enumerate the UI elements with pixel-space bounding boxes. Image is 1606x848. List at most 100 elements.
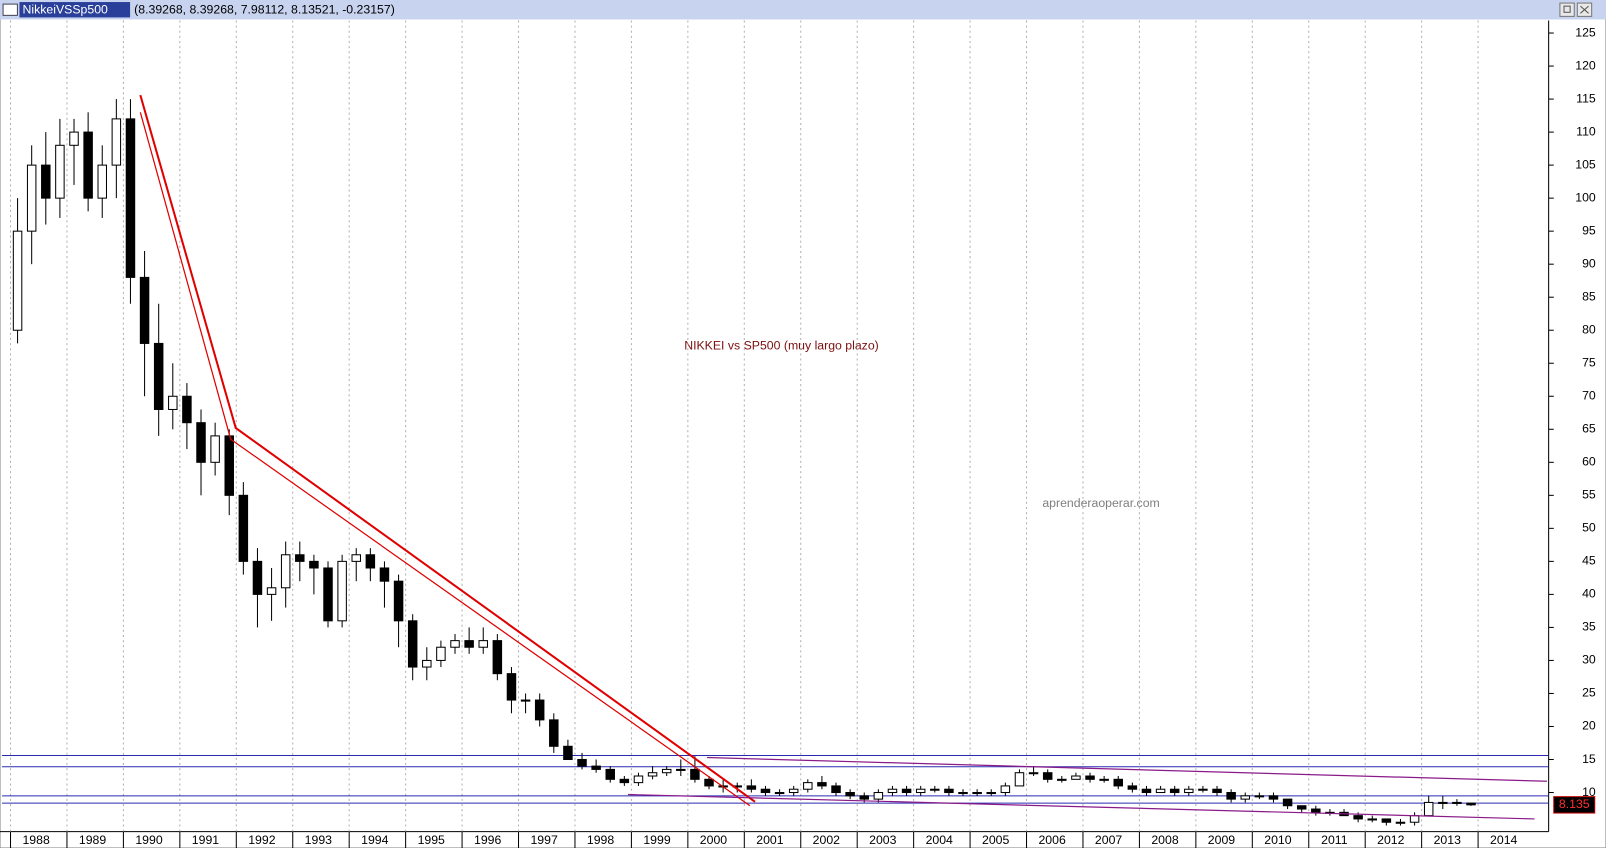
y-tick-label: 120 — [1575, 58, 1596, 72]
last-value-box — [1553, 796, 1596, 814]
candle-body — [1452, 801, 1462, 804]
maximize-button[interactable] — [1559, 2, 1575, 17]
candle-body — [55, 144, 65, 199]
y-tick-label: 35 — [1582, 620, 1596, 634]
candle-body — [1353, 815, 1363, 820]
candle-body — [422, 659, 432, 668]
candle-body — [351, 554, 361, 562]
candle-body — [633, 775, 644, 784]
candle-body — [661, 768, 672, 774]
candle-body — [182, 395, 192, 424]
candle-body — [1198, 788, 1208, 791]
candle-body — [1085, 775, 1095, 780]
y-tick-label: 15 — [1582, 752, 1596, 766]
candle-body — [238, 494, 249, 562]
x-tick-label: 2000 — [700, 833, 727, 847]
candle-body — [407, 620, 418, 668]
y-tick-label: 125 — [1575, 25, 1596, 39]
x-tick-label: 2013 — [1434, 833, 1461, 847]
chart-annotation: NIKKEI vs SP500 (muy largo plazo) — [684, 338, 879, 352]
x-tick-label: 2012 — [1377, 833, 1404, 847]
candle-body — [845, 792, 855, 797]
y-tick-label: 75 — [1582, 355, 1596, 369]
candle-body — [1466, 802, 1476, 806]
candle-body — [210, 435, 220, 463]
x-tick-label: 2003 — [869, 833, 896, 847]
candle-body — [1367, 818, 1377, 821]
x-tick-label: 1993 — [305, 833, 332, 847]
candle-body — [337, 560, 347, 622]
trend-line — [707, 756, 1547, 782]
y-tick-label: 110 — [1576, 124, 1596, 138]
candle-body — [280, 554, 291, 589]
candle-body — [972, 792, 982, 795]
x-tick-label: 1989 — [79, 833, 106, 847]
x-tick-label: 1994 — [361, 833, 388, 847]
x-tick-label: 2011 — [1321, 833, 1348, 847]
window-title-box — [19, 2, 131, 18]
candle-body — [817, 782, 827, 787]
candle-body — [1071, 775, 1081, 780]
x-tick-label: 2008 — [1151, 833, 1178, 847]
candle-body — [168, 395, 178, 410]
trend-line — [139, 112, 751, 807]
candle-body — [393, 580, 404, 622]
candle-body — [69, 131, 79, 146]
candle-body — [450, 640, 460, 648]
window-icon — [2, 3, 18, 16]
candle-body — [295, 554, 305, 562]
candle-body — [1184, 788, 1194, 794]
candle-body — [12, 230, 23, 331]
y-tick-label: 95 — [1582, 223, 1596, 237]
x-tick-label: 1995 — [418, 833, 445, 847]
candle-body — [746, 785, 757, 790]
candle-body — [1127, 785, 1138, 790]
candle-body — [676, 768, 686, 771]
candle-body — [704, 778, 714, 787]
candle-body — [915, 788, 926, 794]
y-tick-label: 50 — [1582, 521, 1596, 535]
close-icon — [1580, 5, 1589, 14]
y-tick-label: 40 — [1582, 587, 1596, 601]
candle-body — [788, 788, 799, 794]
candle-body — [873, 792, 884, 800]
candle-body — [1395, 821, 1406, 824]
candle-body — [1028, 772, 1039, 775]
y-tick-label: 85 — [1582, 289, 1596, 303]
candle-body — [930, 788, 940, 791]
watermark: aprenderaoperar.com — [1042, 496, 1159, 510]
candle-body — [520, 699, 531, 702]
candle-body — [365, 554, 376, 569]
candle-body — [774, 792, 785, 795]
trend-line — [139, 94, 756, 803]
y-tick-label: 115 — [1576, 91, 1596, 105]
candle-body — [577, 758, 587, 767]
window-title: NikkeiVSSp500 — [23, 2, 109, 16]
plot: 1988 1989 1990 1991 1992 1993 1994 1995 1996 1997… — [2, 20, 1596, 848]
x-tick-label: 2004 — [926, 833, 953, 847]
candle-body — [549, 719, 559, 747]
candle-body — [1381, 818, 1392, 823]
x-tick-label: 2006 — [1038, 833, 1065, 847]
candle-body — [760, 788, 771, 794]
x-tick-label: 2009 — [1208, 833, 1235, 847]
x-tick-label: 2002 — [813, 833, 840, 847]
candle-body — [492, 640, 503, 675]
candle-body — [1169, 788, 1180, 794]
y-tick-label: 105 — [1575, 157, 1596, 171]
candle-body — [252, 560, 263, 595]
candle-body — [1000, 785, 1011, 794]
y-tick-label: 70 — [1582, 389, 1596, 403]
candle-body — [1057, 778, 1067, 781]
candle-body — [1268, 795, 1279, 800]
candle-body — [1014, 772, 1025, 787]
candle-body — [944, 788, 954, 794]
candle-body — [379, 567, 390, 582]
x-tick-label: 1991 — [192, 833, 219, 847]
y-tick-label: 100 — [1575, 190, 1596, 204]
candle-body — [1042, 772, 1053, 780]
y-tick-label: 55 — [1582, 488, 1596, 502]
x-tick-label: 2005 — [982, 833, 1009, 847]
candle-body — [690, 768, 700, 780]
